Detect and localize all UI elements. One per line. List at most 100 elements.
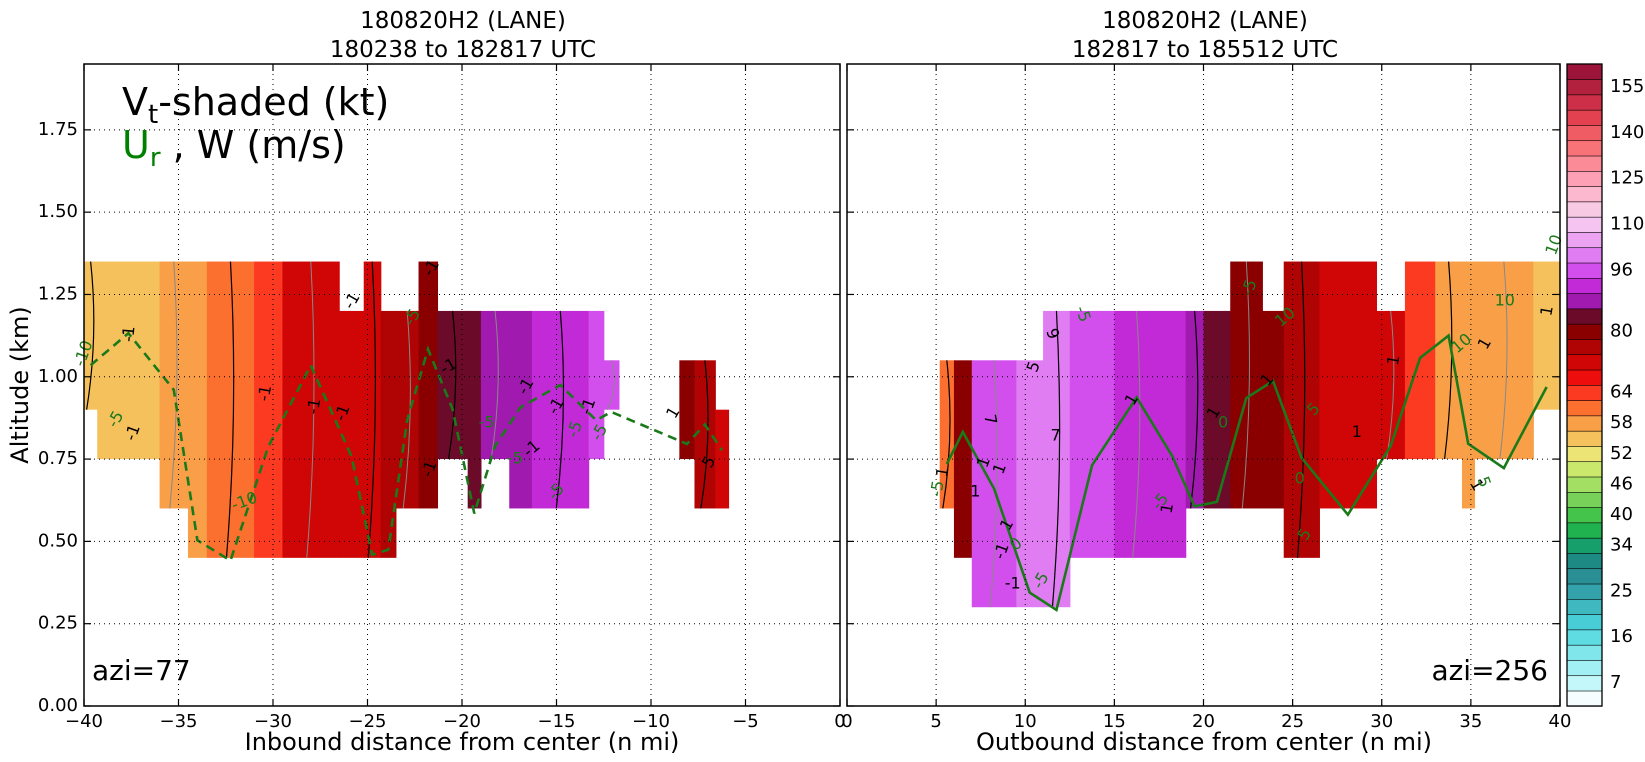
w-contour-line	[490, 310, 499, 460]
colorbar: 7 16 25 34 40 46 52 58 64 80 96 110 125 140 155	[1566, 63, 1644, 707]
colorbar-swatch	[1566, 583, 1603, 600]
contour-label: -1	[989, 540, 1012, 561]
contour-label: -5	[1072, 303, 1095, 324]
panel-title-line1: 180820H2 (LANE)	[1102, 8, 1308, 34]
w-contour-line	[367, 261, 377, 558]
contour-label: -5	[926, 479, 947, 498]
azimuth-label: azi=256	[1431, 654, 1548, 687]
panel-title-line2: 180238 to 182817 UTC	[330, 37, 596, 63]
vt-shaded-cell	[1185, 310, 1205, 509]
colorbar-swatch	[1566, 231, 1603, 249]
colorbar-swatch	[1566, 537, 1603, 554]
vt-shaded-cell	[1376, 310, 1406, 460]
colorbar-swatch	[1566, 675, 1603, 692]
x-axis-label: Inbound distance from center (n mi)	[245, 728, 680, 756]
legend-line-ur: Ur , W (m/s)	[122, 123, 346, 173]
x-tick-label: 0	[841, 711, 852, 732]
x-tick-label: 40	[1549, 711, 1572, 732]
vt-shaded-cell	[339, 310, 365, 558]
vt-shaded-cell	[1069, 310, 1115, 558]
contour-lines	[942, 261, 1548, 613]
w-contour-line	[942, 360, 951, 509]
vt-shaded-cell	[84, 261, 98, 410]
colorbar-frame	[1566, 63, 1603, 707]
w-contour-line	[169, 261, 178, 509]
vt-shaded-cell	[480, 310, 510, 460]
contour-label: 0	[1295, 468, 1305, 487]
ur-contour-line	[89, 331, 723, 563]
vt-shaded-cell	[953, 360, 973, 558]
x-tick-label: −15	[538, 711, 576, 732]
contour-label: 1	[1352, 422, 1362, 441]
panel-title-line1: 180820H2 (LANE)	[360, 8, 566, 34]
y-tick-label: 0.75	[38, 448, 78, 469]
contour-label: -5	[507, 449, 523, 468]
colorbar-swatch	[1566, 109, 1603, 126]
colorbar-swatch	[1566, 262, 1603, 279]
colorbar-swatch	[1566, 292, 1603, 310]
colorbar-swatch	[1566, 506, 1603, 524]
plot-area-fill	[939, 261, 1561, 608]
gridlines	[847, 64, 1560, 706]
contour-label: -1	[254, 384, 275, 403]
contour-label: 0	[1218, 412, 1228, 431]
y-tick-label: 1.75	[38, 119, 78, 140]
colorbar-swatch	[1566, 354, 1603, 371]
contour-label: 7	[980, 413, 1000, 426]
x-tick-label: 25	[1281, 711, 1304, 732]
contour-label: 7	[1050, 426, 1060, 445]
w-contour-line	[1296, 261, 1306, 558]
colorbar-swatch	[1566, 522, 1603, 539]
vt-shaded-cell	[187, 261, 208, 558]
colorbar-tick-label: 110	[1610, 214, 1644, 235]
panel-outbound: 180820H2 (LANE) 182817 to 185512 UTC 957…	[841, 8, 1571, 756]
colorbar-swatch	[1566, 552, 1603, 570]
contour-label: -1	[303, 397, 324, 416]
x-tick-label: −5	[732, 711, 759, 732]
colorbar-swatch	[1566, 644, 1603, 661]
colorbar-swatch	[1566, 476, 1603, 493]
colorbar-tick-label: 140	[1610, 122, 1644, 143]
vt-shaded-cell	[1474, 261, 1534, 460]
vt-shaded-cell	[159, 261, 189, 509]
w-contour-line	[1499, 261, 1508, 460]
colorbar-tick-label: 64	[1610, 382, 1633, 403]
colorbar-swatch	[1566, 78, 1603, 96]
vt-shaded-cell	[467, 310, 482, 509]
plot-area-fill	[84, 261, 730, 558]
panel-inbound: 180820H2 (LANE) 180238 to 182817 UTC -1 -…	[6, 8, 846, 756]
vt-shaded-cell	[1158, 310, 1187, 558]
colorbar-swatch	[1566, 216, 1603, 233]
vt-shaded-cell	[437, 310, 469, 460]
y-axis-label: Altitude (km)	[6, 306, 34, 463]
y-tick-label: 1.00	[38, 366, 78, 387]
colorbar-swatch	[1566, 308, 1603, 325]
colorbar-swatch	[1566, 338, 1603, 356]
contour-label: 1	[1536, 304, 1556, 317]
axis-ticks: 0 5 10 15 20 25 30 35 40	[841, 64, 1571, 732]
colorbar-tick-label: 96	[1610, 259, 1633, 280]
colorbar-swatch	[1566, 247, 1603, 264]
y-tick-label: 1.25	[38, 283, 78, 304]
colorbar-swatch	[1566, 659, 1603, 677]
w-contour-line	[1132, 310, 1141, 558]
vt-shaded-cell	[939, 360, 955, 509]
legend-line-vt: Vt-shaded (kt)	[122, 80, 389, 130]
colorbar-swatch	[1566, 94, 1603, 111]
x-tick-label: −20	[443, 711, 481, 732]
x-tick-label: 0	[834, 711, 845, 732]
x-tick-label: 10	[1014, 711, 1037, 732]
w-contour-line	[606, 360, 615, 410]
vt-shaded-cell	[206, 261, 255, 558]
y-tick-label: 0.25	[38, 613, 78, 634]
vt-shaded-cell	[363, 261, 382, 558]
colorbar-swatch	[1566, 445, 1603, 463]
colorbar-tick-label: 25	[1610, 580, 1633, 601]
colorbar-tick-label: 58	[1610, 412, 1633, 433]
colorbar-swatch	[1566, 384, 1603, 401]
colorbar-swatch	[1566, 461, 1603, 478]
colorbar-tick-label: 52	[1610, 443, 1633, 464]
x-tick-label: −40	[65, 711, 103, 732]
w-contour-line	[447, 310, 457, 460]
contour-label: 1	[1157, 502, 1177, 515]
